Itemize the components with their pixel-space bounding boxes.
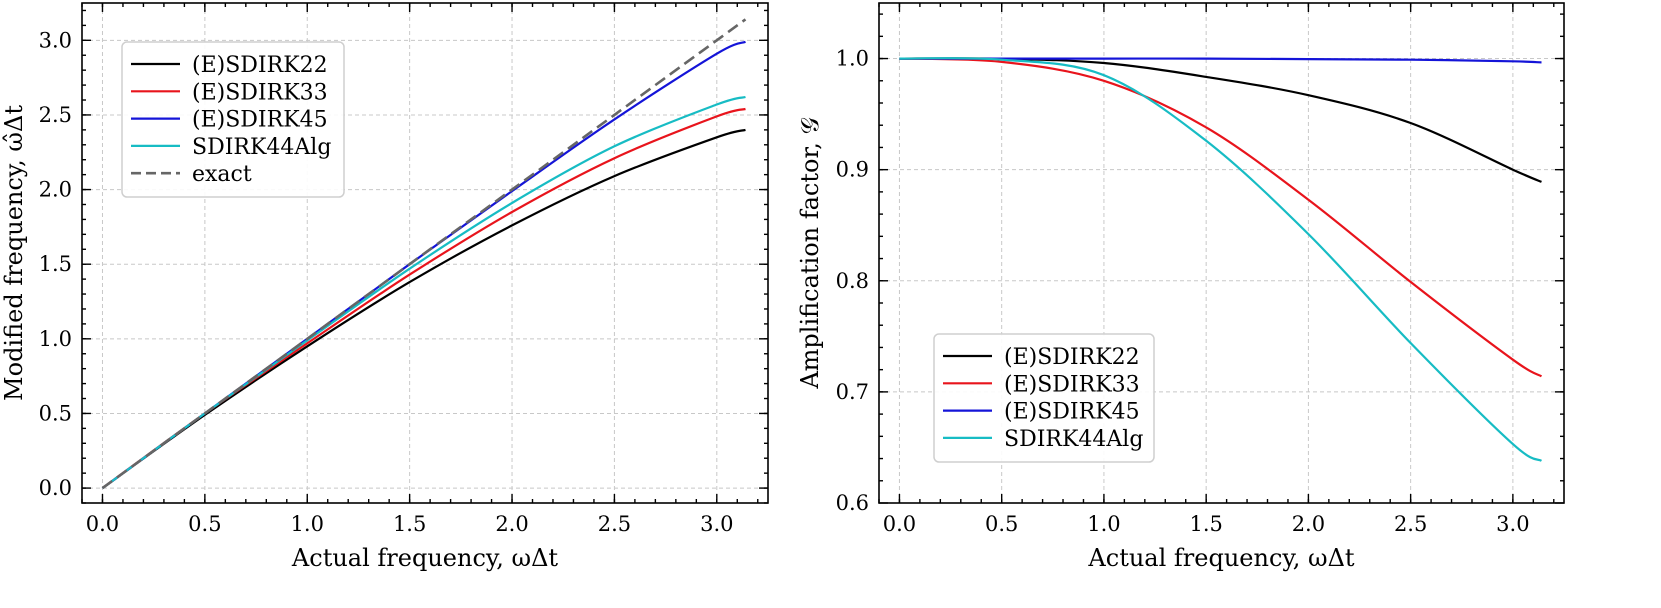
left-y-axis-label: Modified frequency, ω̂Δt xyxy=(0,105,28,401)
left-x-tick-label: 3.0 xyxy=(700,512,733,536)
left-x-axis-label: Actual frequency, ωΔt xyxy=(291,544,559,572)
right-legend-box xyxy=(933,333,1155,463)
right-x-axis-label: Actual frequency, ωΔt xyxy=(1087,544,1355,572)
right-series-line--e-sdirk45 xyxy=(899,57,1542,64)
left-legend-label: (E)SDIRK33 xyxy=(192,80,328,105)
right-x-tick-label: 2.5 xyxy=(1394,512,1427,536)
amplification-factor-plot: 0.0 0.5 1.0 1.5 2.0 2.5 3.0 0.6 0.7 0.8 0.9 1.0 Actu… xyxy=(796,2,1565,572)
left-series-line--e-sdirk22 xyxy=(101,128,746,489)
right-y-tick-label: 0.7 xyxy=(836,380,869,404)
left-y-tick-label: 0.5 xyxy=(39,401,72,425)
modified-frequency-plot: 0.0 0.5 1.0 1.5 2.0 2.5 3.0 0.0 0.5 1.0 1.5 2.0 2.5 3… xyxy=(0,2,769,572)
right-series-line--e-sdirk22 xyxy=(899,57,1542,183)
left-legend-box xyxy=(121,41,345,198)
right-plot-frame xyxy=(878,2,1565,504)
left-y-tick-label: 1.0 xyxy=(39,327,72,351)
right-x-tick-label: 1.0 xyxy=(1087,512,1120,536)
left-y-tick-label: 3.0 xyxy=(39,28,72,52)
right-legend-label: SDIRK44Alg xyxy=(1004,427,1143,452)
left-x-tick-label: 0.0 xyxy=(86,512,119,536)
right-series-line--e-sdirk33 xyxy=(899,57,1543,378)
right-x-tick-label: 1.5 xyxy=(1189,512,1222,536)
left-y-tick-label: 2.5 xyxy=(39,103,72,127)
left-y-tick-label: 2.0 xyxy=(39,178,72,202)
left-legend-label: exact xyxy=(192,162,252,187)
left-plot-frame xyxy=(81,2,769,504)
left-legend: (E)SDIRK22(E)SDIRK33 (E)SDIRK45SDIRK44Alg… xyxy=(121,41,345,198)
right-x-tick-label: 2.0 xyxy=(1292,512,1325,536)
left-legend-label: SDIRK44Alg xyxy=(192,135,331,160)
right-x-tick-label: 3.0 xyxy=(1496,512,1529,536)
left-series-line-exact xyxy=(101,18,747,490)
right-y-axis-label: Amplification factor, 𝒢 xyxy=(796,117,824,389)
left-y-tick-label: 1.5 xyxy=(39,252,72,276)
right-series-line-sdirk44alg xyxy=(899,57,1543,462)
right-y-tick-label: 0.8 xyxy=(836,269,869,293)
left-x-tick-label: 0.5 xyxy=(188,512,221,536)
left-x-tick-label: 1.5 xyxy=(393,512,426,536)
left-legend-label: (E)SDIRK22 xyxy=(192,53,328,78)
left-legend-label: (E)SDIRK45 xyxy=(192,108,328,133)
right-legend-label: (E)SDIRK45 xyxy=(1004,400,1140,425)
left-x-tick-label: 2.0 xyxy=(495,512,528,536)
right-y-tick-label: 0.6 xyxy=(836,491,869,515)
right-y-tick-label: 1.0 xyxy=(836,47,869,71)
right-legend-label: (E)SDIRK33 xyxy=(1004,372,1140,397)
left-x-tick-label: 1.0 xyxy=(291,512,324,536)
left-y-tick-label: 0.0 xyxy=(39,476,72,500)
right-x-tick-label: 0.5 xyxy=(985,512,1018,536)
right-y-tick-label: 0.9 xyxy=(836,158,869,182)
right-x-tick-label: 0.0 xyxy=(883,512,916,536)
right-legend-label: (E)SDIRK22 xyxy=(1004,345,1140,370)
left-x-tick-label: 2.5 xyxy=(598,512,631,536)
